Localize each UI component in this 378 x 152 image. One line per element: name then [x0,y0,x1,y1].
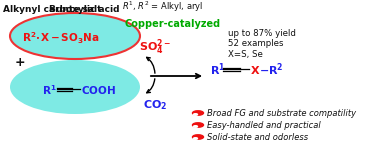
Text: $\mathbf{R^1}$: $\mathbf{R^1}$ [210,62,226,78]
Circle shape [192,123,203,127]
Text: $\mathbf{-R^2}$: $\mathbf{-R^2}$ [259,62,284,78]
Circle shape [192,135,203,139]
Text: $\mathbf{CO_2}$: $\mathbf{CO_2}$ [143,98,167,112]
Ellipse shape [10,13,140,59]
Text: X=S, Se: X=S, Se [228,50,263,59]
Text: $\mathbf{R^2 \!\cdot\! X-SO_3Na}$: $\mathbf{R^2 \!\cdot\! X-SO_3Na}$ [22,30,99,46]
Text: Copper-catalyzed: Copper-catalyzed [125,19,221,29]
Text: $\mathbf{X}$: $\mathbf{X}$ [250,64,260,76]
Circle shape [192,111,203,115]
Text: $R^1$, $R^2$ = Alkyl, aryl: $R^1$, $R^2$ = Alkyl, aryl [122,0,204,14]
Text: Solid-state and odorless: Solid-state and odorless [207,133,308,142]
Text: 52 examples: 52 examples [228,40,284,48]
Circle shape [194,138,197,139]
Ellipse shape [10,60,140,114]
Text: $\mathbf{SO_4^{2-}}$: $\mathbf{SO_4^{2-}}$ [139,37,171,57]
Text: Alkynyl carboxylic acid: Alkynyl carboxylic acid [3,5,119,14]
Text: $\mathbf{COOH}$: $\mathbf{COOH}$ [81,84,116,96]
Circle shape [194,114,197,115]
Text: +: + [15,55,26,69]
Text: up to 87% yield: up to 87% yield [228,29,296,38]
Text: Bunte salt: Bunte salt [49,5,101,14]
Circle shape [194,126,197,127]
Text: Broad FG and substrate compatility: Broad FG and substrate compatility [207,109,356,117]
Text: Easy-handled and practical: Easy-handled and practical [207,121,321,130]
Text: $\mathbf{R^1}$: $\mathbf{R^1}$ [42,83,57,97]
